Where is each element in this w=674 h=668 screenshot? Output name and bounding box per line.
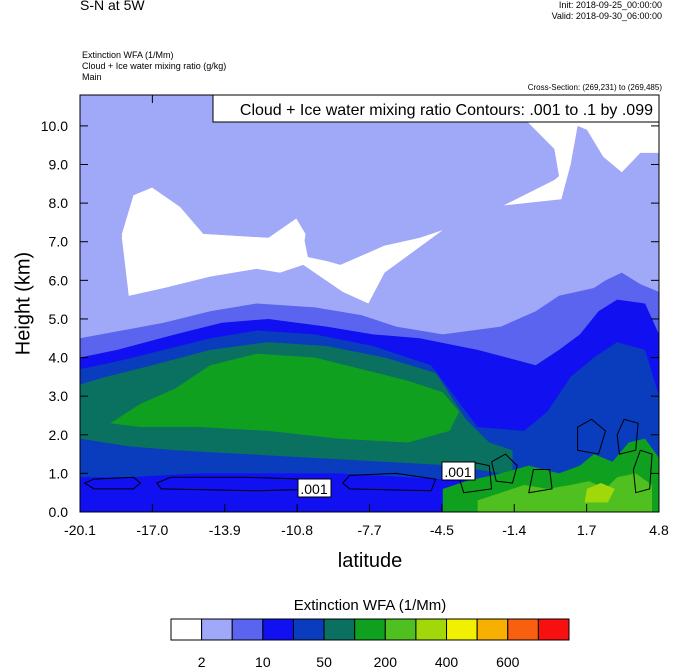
y-tick-label-10: 10.0 — [41, 118, 68, 134]
contour-line-1 — [155, 476, 327, 492]
colorbar-swatch-9 — [446, 618, 478, 641]
contour-line-2 — [342, 472, 437, 492]
colorbar-swatch-12 — [537, 618, 570, 641]
y-tick-label-4: 4.0 — [49, 350, 69, 366]
contour-line-8 — [528, 469, 553, 494]
colorbar-label-5: 600 — [496, 654, 520, 668]
main-title: S-N at 5W — [80, 0, 145, 13]
cross-section-label: Cross-Section: (269,231) to (269,485) — [527, 83, 662, 92]
colorbar-swatch-3 — [262, 618, 294, 641]
colorbar-label-3: 200 — [374, 654, 398, 668]
field-name-extinction: Extinction WFA (1/Mm) — [82, 50, 174, 60]
x-tick-label-7: 1.7 — [577, 522, 597, 538]
y-tick-label-3: 3.0 — [49, 388, 69, 404]
colorbar-swatch-2 — [231, 618, 264, 641]
contour-line-4 — [491, 453, 518, 484]
colorbar-swatch-1 — [201, 618, 233, 641]
contour-line-0 — [83, 476, 142, 490]
y-axis: 0.0 1.0 2.0 3.0 4.0 5.0 6.0 7.0 8.0 9.0 10.0 — [41, 118, 659, 520]
colorbar-swatch-11 — [507, 618, 539, 641]
colorbar-label-4: 400 — [435, 654, 459, 668]
y-tick-label-7: 7.0 — [49, 234, 69, 250]
x-tick-label-3: -10.8 — [281, 522, 313, 538]
x-axis: -20.1 -17.0 -13.9 -10.8 -7.7 -4.5 -1.4 1.7 4.8 — [64, 95, 669, 538]
y-axis-label: Height (km) — [12, 251, 35, 356]
colorbar-swatch-10 — [476, 618, 509, 641]
init-time: Init: 2018-09-25_00:00:00 — [558, 0, 662, 10]
colorbar-swatch-6 — [354, 618, 386, 641]
svg-text:.001: .001 — [444, 464, 471, 480]
extinction-region-1 — [121, 187, 306, 296]
y-tick-label-1: 1.0 — [49, 465, 69, 481]
colorbar-swatch-8 — [415, 618, 448, 641]
extinction-region-6 — [110, 353, 460, 443]
extinction-region-10 — [477, 473, 653, 512]
colorbar: 2 10 50 200 400 600 — [170, 618, 570, 668]
x-tick-label-4: -7.7 — [357, 522, 381, 538]
contour-line-6 — [616, 418, 639, 455]
colorbar-label-2: 50 — [316, 654, 332, 668]
y-tick-label-6: 6.0 — [49, 272, 69, 288]
y-tick-label-8: 8.0 — [49, 195, 69, 211]
y-tick-label-0: 0.0 — [49, 504, 69, 520]
extinction-region-11 — [584, 483, 615, 503]
y-tick-label-2: 2.0 — [49, 427, 69, 443]
contour-label-1: .001 — [297, 478, 332, 498]
field-name-cloud: Cloud + Ice water mixing ratio (g/kg) — [82, 61, 227, 71]
field-name-main: Main — [82, 72, 102, 82]
contour-label-2: .001 — [441, 461, 476, 481]
x-tick-label-8: 4.8 — [649, 522, 669, 538]
contour-line-7 — [632, 449, 653, 494]
valid-time: Valid: 2018-09-30_06:00:00 — [551, 11, 662, 21]
y-tick-label-9: 9.0 — [49, 157, 69, 173]
x-tick-label-6: -1.4 — [502, 522, 526, 538]
colorbar-swatch-4 — [292, 618, 325, 641]
filled-regions — [80, 95, 659, 512]
x-tick-label-2: -13.9 — [209, 522, 241, 538]
contour-line-5 — [577, 418, 607, 455]
colorbar-swatch-0 — [170, 618, 203, 641]
colorbar-label-1: 10 — [255, 654, 271, 668]
chart-title: Cloud + Ice water mixing ratio Contours:… — [240, 102, 653, 119]
x-tick-label-1: -17.0 — [136, 522, 168, 538]
x-tick-label-0: -20.1 — [64, 522, 96, 538]
y-tick-label-5: 5.0 — [49, 311, 69, 327]
colorbar-swatch-5 — [323, 618, 356, 641]
time-info: Init: 2018-09-25_00:00:00 Valid: 2018-09… — [552, 0, 662, 22]
colorbar-label-0: 2 — [198, 654, 206, 668]
x-axis-label: latitude — [337, 550, 403, 572]
contour-title-box: Cloud + Ice water mixing ratio Contours:… — [212, 94, 660, 123]
colorbar-title: Extinction WFA (1/Mm) — [293, 597, 447, 614]
colorbar-swatch-7 — [384, 618, 417, 641]
x-tick-label-5: -4.5 — [430, 522, 454, 538]
svg-text:.001: .001 — [300, 481, 327, 497]
